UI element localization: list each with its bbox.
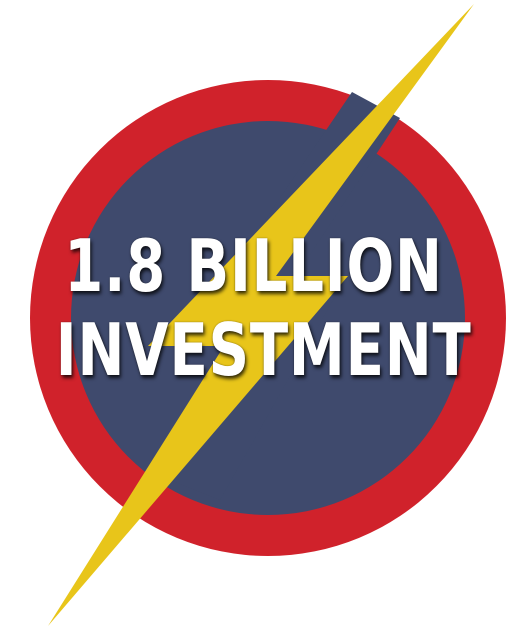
headline-line-1: 1.8 BILLION xyxy=(64,224,443,308)
headline-line-2: INVESTMENT xyxy=(55,308,472,392)
lightning-bolt xyxy=(48,4,474,626)
